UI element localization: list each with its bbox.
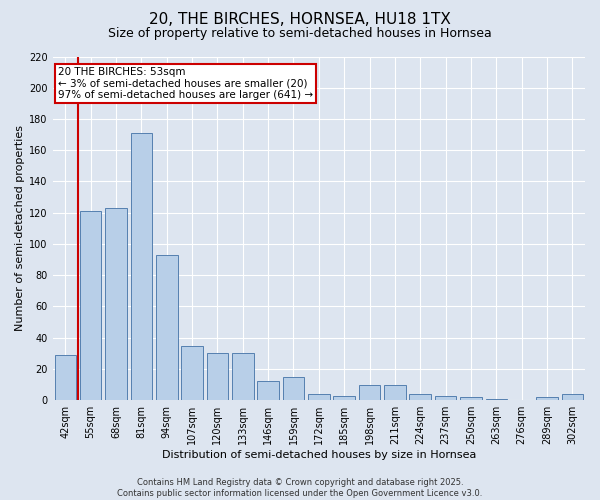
- Bar: [536, 397, 558, 400]
- Bar: [232, 354, 254, 400]
- Bar: [485, 398, 507, 400]
- Text: Contains HM Land Registry data © Crown copyright and database right 2025.
Contai: Contains HM Land Registry data © Crown c…: [118, 478, 482, 498]
- Text: 20, THE BIRCHES, HORNSEA, HU18 1TX: 20, THE BIRCHES, HORNSEA, HU18 1TX: [149, 12, 451, 28]
- Y-axis label: Number of semi-detached properties: Number of semi-detached properties: [15, 126, 25, 332]
- Bar: [206, 354, 228, 400]
- Bar: [181, 346, 203, 400]
- Bar: [562, 394, 583, 400]
- Bar: [308, 394, 329, 400]
- X-axis label: Distribution of semi-detached houses by size in Hornsea: Distribution of semi-detached houses by …: [161, 450, 476, 460]
- Bar: [384, 384, 406, 400]
- Bar: [334, 396, 355, 400]
- Bar: [55, 355, 76, 400]
- Bar: [105, 208, 127, 400]
- Bar: [257, 382, 279, 400]
- Bar: [283, 377, 304, 400]
- Bar: [460, 397, 482, 400]
- Text: 20 THE BIRCHES: 53sqm
← 3% of semi-detached houses are smaller (20)
97% of semi-: 20 THE BIRCHES: 53sqm ← 3% of semi-detac…: [58, 67, 313, 100]
- Bar: [409, 394, 431, 400]
- Bar: [359, 384, 380, 400]
- Bar: [80, 211, 101, 400]
- Bar: [131, 133, 152, 400]
- Bar: [435, 396, 457, 400]
- Bar: [156, 255, 178, 400]
- Text: Size of property relative to semi-detached houses in Hornsea: Size of property relative to semi-detach…: [108, 28, 492, 40]
